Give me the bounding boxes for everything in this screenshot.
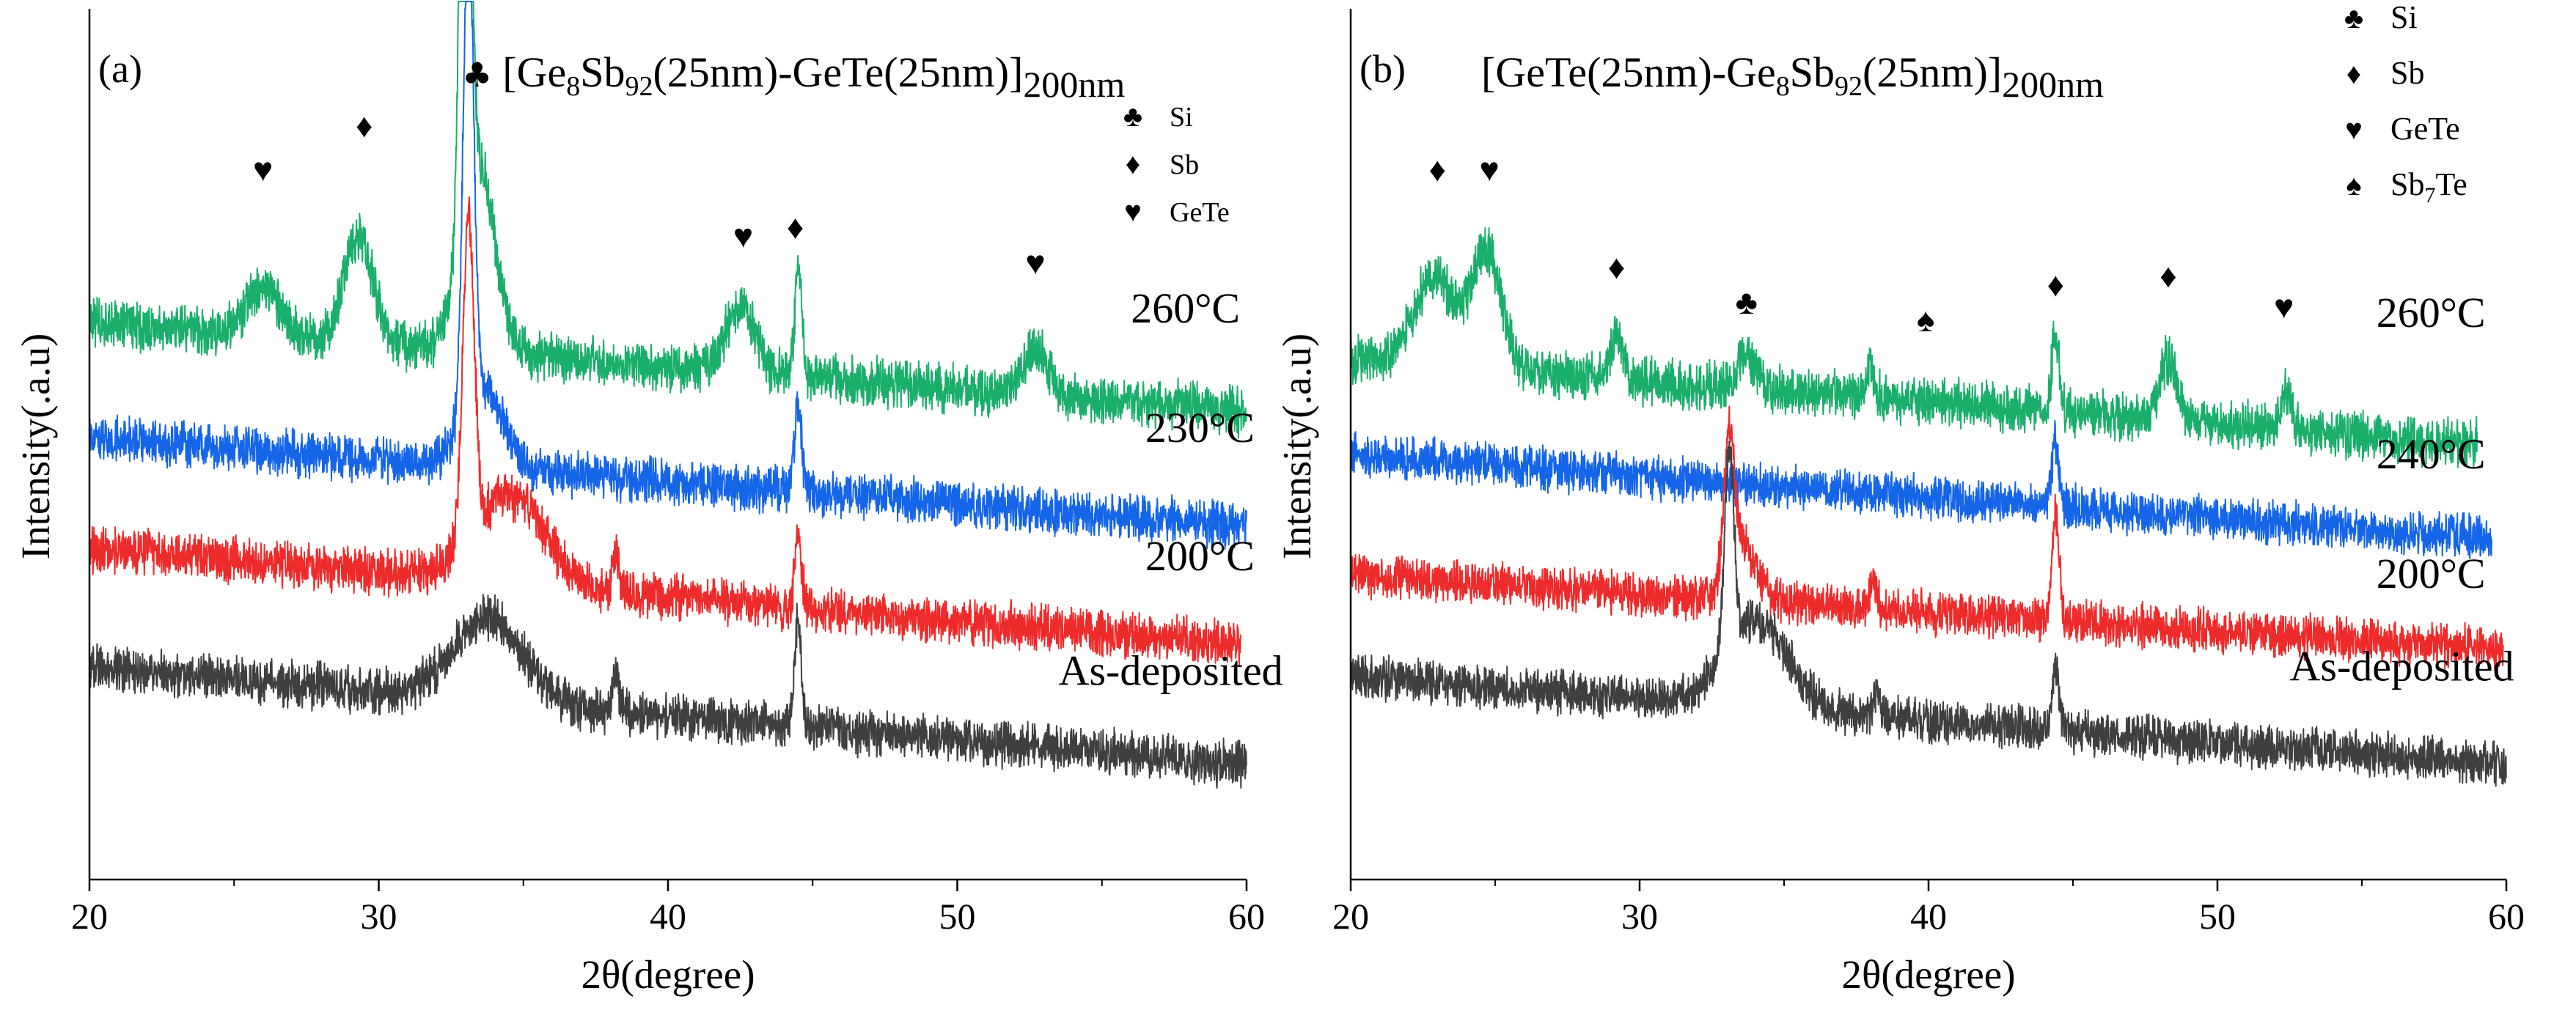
series-label: 240°C [2377, 430, 2486, 478]
peak-marker-icon: ♥ [2274, 288, 2294, 325]
legend-label-text: Si [2390, 0, 2418, 35]
legend-marker-icon: ♦ [2346, 57, 2361, 90]
series-label: 260°C [1131, 284, 1240, 332]
legend-label-text: GeTe [1170, 197, 1230, 228]
legend-label: Sb [1170, 150, 1199, 180]
series-label: As-deposited [1059, 647, 1283, 695]
title-text: (25nm)] [1863, 48, 2002, 96]
title-text: Sb [1790, 48, 1835, 96]
x-tick-label: 30 [361, 896, 397, 937]
series-trace-1 [89, 1, 1247, 550]
legend-marker-icon: ♥ [2345, 113, 2363, 146]
series-trace-1 [1350, 420, 2492, 559]
peak-marker-icon: ♦ [1428, 151, 1445, 188]
x-tick-label: 60 [1228, 896, 1265, 937]
legend-marker-icon: ♣ [2344, 1, 2363, 34]
peak-marker-icon: ♥ [733, 218, 753, 255]
y-axis-label: Intensity(.a.u) [13, 333, 58, 560]
peak-marker-icon: ♦ [787, 209, 804, 246]
title-subscript: 8 [1776, 71, 1790, 102]
chart-title: ♣ [Ge8Sb92(25nm)-GeTe(25nm)]200nm [462, 48, 1125, 105]
legend-marker-icon: ♠ [2346, 169, 2361, 202]
x-tick-label: 60 [2488, 896, 2525, 937]
series-label: 260°C [2377, 289, 2486, 336]
xrd-panel-b: 20 30 40 50 60 2θ(degree) Intensity(.a.u) (b) [G… [1274, 0, 2525, 997]
legend-label: GeTe [1170, 197, 1230, 228]
title-subscript: 92 [625, 71, 653, 102]
series-trace-0 [89, 1, 1247, 439]
x-tick-label: 40 [1910, 896, 1947, 937]
peak-marker-icon: ♥ [253, 151, 273, 188]
legend-label-text: Sb [2390, 166, 2424, 202]
x-axis-label: 2θ(degree) [1841, 952, 2015, 997]
peak-marker-icon: ♦ [356, 107, 373, 144]
peak-marker-icon: ♦ [2159, 257, 2176, 295]
series-label: As-deposited [2290, 643, 2514, 690]
legend-marker-icon: ♥ [1124, 195, 1142, 228]
peak-marker-icon: ♣ [1736, 284, 1758, 321]
club-icon: ♣ [462, 55, 492, 95]
legend-marker-icon: ♣ [1123, 100, 1142, 133]
legend-label-text: Sb [2390, 55, 2424, 91]
title-text: (25nm)-GeTe(25nm)] [653, 48, 1023, 96]
legend-label: GeTe [2390, 111, 2460, 147]
peak-marker-icon: ♥ [1479, 151, 1499, 188]
title-subscript: 8 [566, 71, 580, 102]
legend: ♣ Si ♦ Sb ♥ GeTe [1123, 100, 1230, 228]
legend: ♣ Si♦ Sb♥ GeTe♠ Sb7Te [2344, 0, 2467, 207]
peak-marker-icon: ♦ [1608, 248, 1625, 286]
series-label: 230°C [1145, 404, 1255, 452]
peak-marker-icon: ♦ [2047, 266, 2064, 303]
series-trace-3 [89, 594, 1247, 789]
legend-marker-icon: ♦ [1126, 147, 1140, 180]
title-subscript: 92 [1835, 71, 1863, 102]
series-trace-3 [1350, 441, 2507, 787]
x-tick-label: 50 [939, 896, 976, 937]
x-tick-label: 40 [650, 896, 686, 937]
title-subscript: 200nm [2002, 64, 2104, 105]
x-tick-label: 30 [1621, 896, 1658, 937]
series-label: 200°C [1145, 532, 1255, 580]
x-axis-label: 2θ(degree) [581, 952, 755, 997]
legend-label: Sb [2390, 55, 2424, 91]
panel-label: (b) [1359, 47, 1406, 91]
legend-label: Si [2390, 0, 2418, 35]
legend-label: Si [1170, 102, 1193, 133]
title-text: [Ge [502, 48, 566, 96]
legend-subscript: 7 [2424, 183, 2435, 207]
legend-label: Sb7Te [2390, 166, 2467, 207]
title-text: [GeTe(25nm)-Ge [1481, 48, 1776, 96]
x-tick-label: 50 [2199, 896, 2236, 937]
title-subscript: 200nm [1023, 64, 1125, 105]
series-trace-2 [89, 196, 1241, 667]
legend-label-text: Sb [1170, 150, 1199, 180]
legend-label-text: Si [1170, 102, 1193, 133]
series-label: 200°C [2377, 550, 2486, 597]
legend-label-text: Te [2435, 166, 2467, 202]
peak-marker-icon: ♥ [1025, 244, 1045, 281]
series-trace-2 [1350, 405, 2504, 674]
series-trace-0 [1350, 227, 2478, 469]
y-axis-label: Intensity(.a.u) [1274, 333, 1319, 560]
title-text: Sb [580, 48, 625, 96]
chart-title: [GeTe(25nm)-Ge8Sb92(25nm)]200nm [1481, 48, 2104, 105]
x-tick-label: 20 [1332, 896, 1369, 937]
panel-label: (a) [98, 47, 142, 91]
peak-marker-icon: ♠ [1917, 301, 1934, 339]
x-tick-label: 20 [71, 896, 108, 937]
legend-label-text: GeTe [2390, 111, 2460, 147]
